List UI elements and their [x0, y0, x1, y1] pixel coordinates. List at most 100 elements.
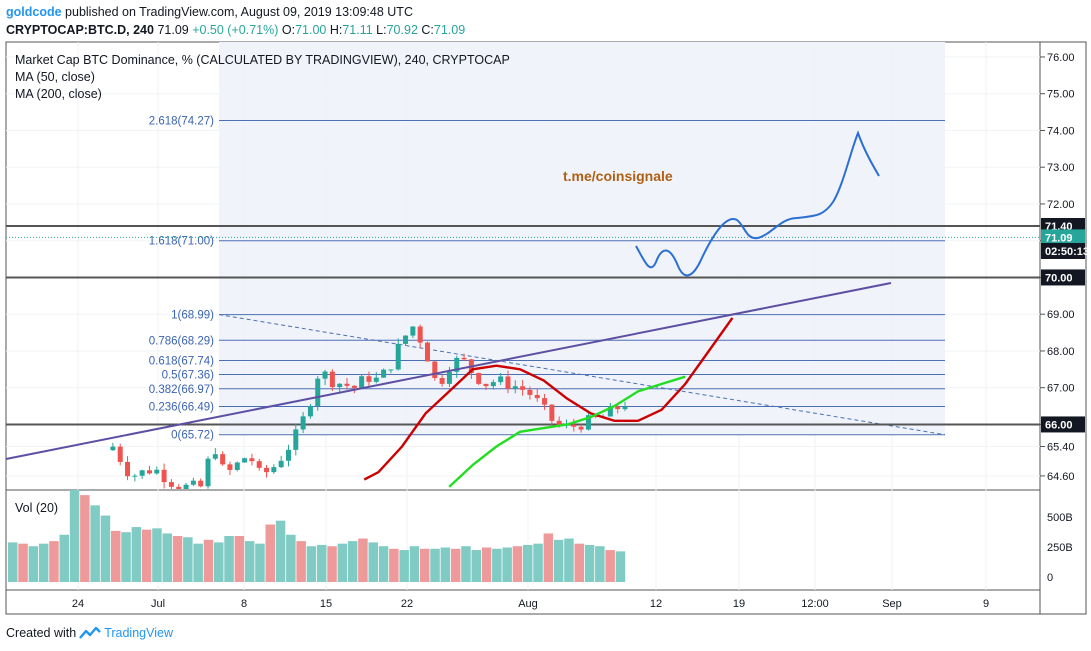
candle-body — [227, 464, 233, 470]
symbol-line: CRYPTOCAP:BTC.D, 240 71.09 +0.50 (+0.71%… — [6, 23, 465, 37]
candle-body — [344, 383, 350, 386]
volume-bar — [358, 538, 368, 582]
price-tag: 71.09 — [1041, 229, 1085, 246]
candle-body — [615, 406, 621, 410]
candle-body — [461, 357, 467, 360]
volume-bar — [420, 548, 430, 582]
candle-body — [271, 467, 277, 473]
volume-bar — [214, 542, 224, 582]
ma200-legend: MA (200, close) — [15, 87, 102, 101]
candle-body — [446, 371, 452, 384]
channel-annotation: t.me/coinsignale — [563, 168, 673, 184]
high-value: 71.11 — [342, 23, 373, 37]
volume-bar — [450, 548, 461, 582]
candle-body — [249, 458, 255, 462]
candle-body — [293, 429, 299, 450]
candle-body — [483, 383, 489, 387]
fib-label: 1(68.99) — [171, 310, 214, 322]
volume-bar — [595, 546, 605, 582]
price-tag: 70.00 — [1041, 269, 1085, 286]
volume-bar — [553, 539, 564, 582]
volume-bar — [49, 541, 59, 582]
volume-bar — [502, 547, 512, 582]
candle-body — [132, 475, 138, 477]
created-with-label: Created with — [6, 626, 77, 640]
volume-bar — [265, 524, 275, 582]
low-value: 70.92 — [386, 23, 418, 37]
candle-body — [403, 335, 409, 344]
y-tick-label: 65.40 — [1047, 442, 1075, 454]
price-tag: 66.00 — [1041, 416, 1085, 433]
candle-body — [212, 454, 218, 459]
volume-bar — [152, 528, 162, 582]
volume-bar — [471, 550, 481, 582]
volume-bar — [18, 543, 28, 582]
candle-body — [205, 458, 211, 487]
candle-body — [264, 467, 270, 473]
high-label: H: — [329, 23, 343, 37]
volume-bar — [523, 544, 533, 582]
last-price: 71.09 — [157, 23, 189, 37]
candle-body — [161, 469, 167, 483]
volume-bar — [564, 538, 574, 582]
volume-bar — [90, 505, 100, 582]
volume-bar — [368, 542, 378, 582]
volume-bar — [224, 536, 234, 582]
x-tick-label: 24 — [72, 598, 84, 610]
candle-body — [578, 426, 584, 430]
publish-info: goldcode published on TradingView.com, A… — [6, 5, 413, 19]
axes: 24 Jul 8 15 22 Aug 12 19 12:00 Sep 9 76.00 75.00 74.0… — [72, 52, 1089, 610]
tradingview-link[interactable]: TradingView — [104, 626, 173, 640]
price-tag-label: 66.00 — [1045, 419, 1073, 431]
fib-label: 0.5(67.36) — [162, 369, 215, 381]
volume-bar — [28, 546, 39, 582]
fib-label: 0.618(67.74) — [149, 356, 214, 368]
candle-body — [307, 406, 313, 417]
candle-body — [476, 373, 482, 384]
volume-bar — [183, 537, 193, 582]
candle-body — [505, 376, 511, 389]
candle-body — [146, 470, 152, 474]
candle-body — [322, 371, 328, 379]
volume-bar — [193, 543, 203, 582]
close-label: C: — [421, 23, 434, 37]
candle-body — [542, 398, 548, 405]
indicator-lines — [5, 130, 892, 488]
candle-body — [190, 480, 196, 485]
fib-label: 1.618(71.00) — [149, 236, 214, 248]
ma200-line — [448, 375, 686, 488]
candle-body — [117, 446, 123, 462]
volume-bar — [378, 546, 389, 582]
candle-body — [417, 326, 423, 343]
fib-label: 0.236(66.49) — [149, 401, 214, 413]
candle-body — [490, 382, 496, 387]
volume-bar — [584, 544, 595, 582]
candle-body — [424, 342, 430, 362]
y-tick-label: 64.60 — [1047, 471, 1075, 483]
footer: Created with TradingView — [6, 626, 173, 640]
y-tick-label: 72.00 — [1047, 199, 1075, 211]
candle-body — [388, 369, 394, 371]
volume-bar — [8, 542, 18, 582]
candle-body — [373, 377, 379, 382]
price-axis-frame — [1039, 41, 1087, 615]
y-tick-label: 74.00 — [1047, 125, 1075, 137]
volume-bar — [111, 530, 121, 582]
volume-bar — [80, 495, 90, 582]
fib-diagonal — [218, 314, 946, 436]
x-tick-label: 12 — [650, 598, 662, 610]
candle-body — [285, 449, 291, 461]
candle-body — [139, 470, 145, 476]
volume-bar — [481, 547, 492, 582]
author-link[interactable]: goldcode — [6, 5, 62, 19]
y-tick-label: 67.00 — [1047, 383, 1075, 395]
candle-body — [154, 469, 160, 474]
x-tick-label: Jul — [151, 598, 165, 610]
symbol-name: CRYPTOCAP:BTC.D, 240 — [6, 23, 154, 37]
volume-bar — [615, 551, 626, 582]
candle-body — [520, 386, 526, 390]
candle-body — [110, 446, 116, 451]
candle-body — [395, 343, 401, 370]
candle-body — [220, 454, 226, 465]
